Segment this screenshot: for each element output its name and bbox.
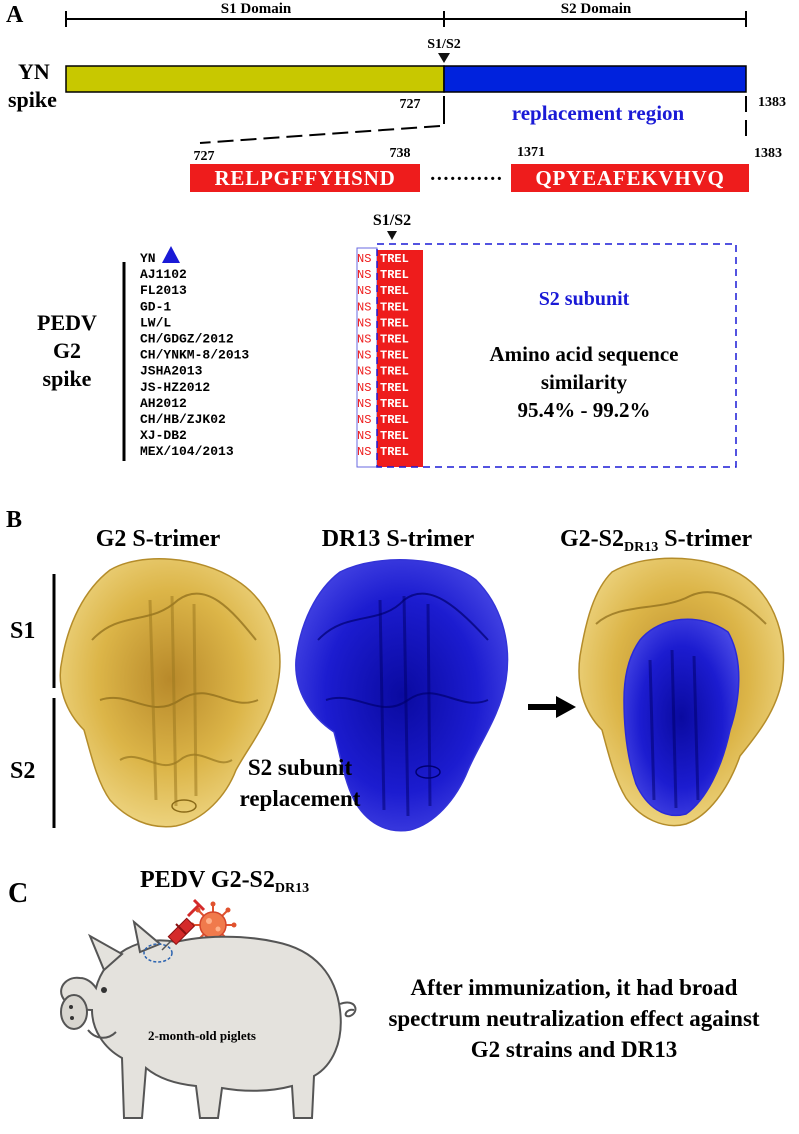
s1-bar — [65, 65, 445, 93]
spike-label: spike — [8, 87, 57, 112]
seq-left: RELPGFFYHSND — [214, 166, 395, 190]
alignment-prefix: NS — [357, 333, 371, 347]
panel-c-title: PEDV G2-S2DR13 — [140, 867, 309, 896]
alignment-prefix: NS — [357, 300, 371, 314]
result-line2: spectrum neutralization effect against — [388, 1006, 759, 1031]
strain-name: GD-1 — [140, 299, 171, 314]
alignment-motif: TREL — [380, 333, 409, 347]
alignment-prefix: NS — [357, 316, 371, 330]
g2-trimer-title: G2 S-trimer — [96, 526, 221, 552]
similarity-line1: Amino acid sequence — [490, 342, 679, 366]
position-727: 727 — [400, 97, 421, 112]
s2-subunit-label: S2 subunit — [539, 288, 630, 310]
seq-right-box — [511, 164, 749, 192]
g2-label: G2 — [53, 338, 81, 363]
syringe-icon — [161, 898, 206, 951]
panel-b-label: B — [6, 507, 22, 533]
similarity-range: 95.4% - 99.2% — [518, 398, 651, 422]
replacement-line2: replacement — [240, 786, 361, 811]
seq-right: QPYEAFEKVHVQ — [535, 166, 724, 190]
alignment-prefix: NS — [357, 381, 371, 395]
alignment-prefix: NS — [357, 429, 371, 443]
cleavage-arrow-icon — [438, 53, 450, 63]
alignment-prefix: NS — [357, 445, 371, 459]
seq-dots: ··········· — [429, 168, 502, 190]
zoom-lines — [199, 96, 747, 144]
alignment-prefix: NS — [357, 397, 371, 411]
alignment-motif: TREL — [380, 413, 409, 427]
alignment-motif: TREL — [380, 429, 409, 443]
alignment-motif: TREL — [380, 300, 409, 314]
zoom-pos-727: 727 — [194, 149, 215, 164]
alignment-prefix: NS — [357, 365, 371, 379]
s1-domain-label: S1 Domain — [221, 1, 292, 17]
alignment-prefix: NS — [357, 413, 371, 427]
strain-name: XJ-DB2 — [140, 428, 187, 443]
strain-name: JSHA2013 — [140, 364, 203, 379]
alignment-motif: TREL — [380, 252, 409, 266]
alignment-motif: TREL — [380, 316, 409, 330]
dr13-trimer-title: DR13 S-trimer — [322, 526, 475, 552]
yn-triangle-icon — [162, 246, 180, 263]
s2-bar — [443, 65, 747, 93]
alignment-motif: TREL — [380, 268, 409, 282]
s1s2-cleavage-label: S1/S2 — [427, 37, 460, 52]
group-spike-label: spike — [43, 366, 92, 391]
replacement-line1: S2 subunit — [248, 755, 353, 780]
transform-arrow-icon — [528, 696, 576, 718]
chimera-trimer-title: G2-S2DR13 S-trimer — [560, 526, 753, 555]
motif-column — [377, 250, 423, 467]
chimera-trimer-structure — [578, 557, 785, 827]
s2-region-label: S2 — [10, 758, 35, 784]
replacement-region-label: replacement region — [512, 101, 685, 125]
align-arrow-icon — [387, 231, 397, 240]
position-1383: 1383 — [758, 95, 786, 110]
strain-name: LW/L — [140, 315, 171, 330]
alignment-prefix: NS — [357, 284, 371, 298]
g2-trimer-structure — [59, 558, 281, 828]
strain-name: FL2013 — [140, 283, 187, 298]
seq-left-box — [190, 164, 420, 192]
alignment-motif: TREL — [380, 381, 409, 395]
s2-domain-label: S2 Domain — [561, 1, 632, 17]
zoom-pos-1371: 1371 — [517, 145, 545, 160]
panel-c-label: C — [8, 878, 28, 909]
strain-name: MEX/104/2013 — [140, 444, 234, 459]
domain-bracket — [65, 11, 747, 27]
s2-dashed-box — [376, 243, 737, 468]
result-line3: G2 strains and DR13 — [471, 1037, 677, 1062]
strain-name: CH/YNKM-8/2013 — [140, 348, 249, 363]
alignment-motif: TREL — [380, 445, 409, 459]
alignment-rows: NS TREL NS TREL NS TREL NS TREL NS TREL NS TREL NS TR… — [357, 252, 409, 459]
zoom-pos-738: 738 — [390, 146, 411, 161]
pedv-label: PEDV — [37, 310, 97, 335]
align-cleavage-label: S1/S2 — [373, 212, 411, 229]
yn-label: YN — [18, 59, 50, 84]
alignment-motif: TREL — [380, 365, 409, 379]
zoom-pos-1383: 1383 — [754, 146, 782, 161]
alignment-motif: TREL — [380, 284, 409, 298]
strain-name: JS-HZ2012 — [140, 380, 210, 395]
dr13-trimer-structure — [295, 559, 509, 832]
panel-a-label: A — [6, 2, 24, 28]
strain-name: AH2012 — [140, 396, 187, 411]
strain-name: CH/GDGZ/2012 — [140, 332, 234, 347]
strain-name: AJ1102 — [140, 267, 187, 282]
alignment-motif: TREL — [380, 349, 409, 363]
piglet-age-label: 2-month-old piglets — [148, 1028, 256, 1043]
s1-region-label: S1 — [10, 618, 35, 644]
alignment-motif: TREL — [380, 397, 409, 411]
alignment-prefix: NS — [357, 268, 371, 282]
strain-name: YN — [140, 251, 156, 266]
strain-name: CH/HB/ZJK02 — [140, 412, 226, 427]
similarity-line2: similarity — [541, 370, 628, 394]
alignment-prefix: NS — [357, 349, 371, 363]
alignment-prefix: NS — [357, 252, 371, 266]
result-line1: After immunization, it had broad — [411, 975, 738, 1000]
piglet-illustration — [60, 919, 357, 1119]
